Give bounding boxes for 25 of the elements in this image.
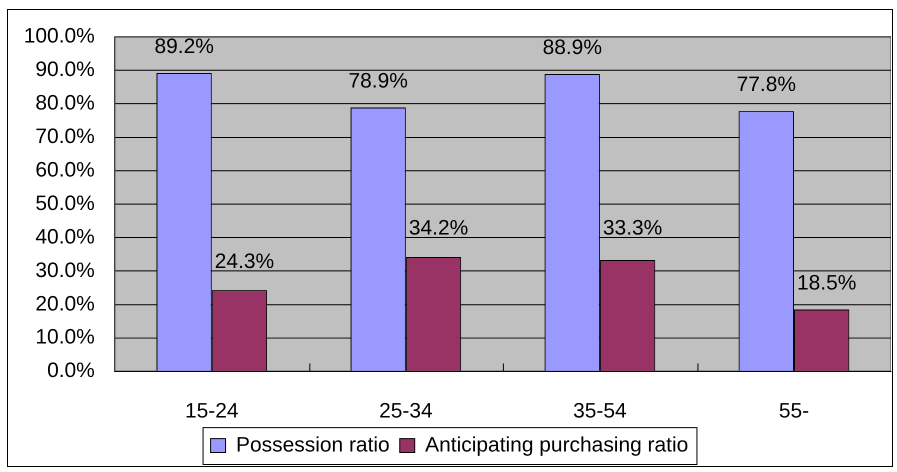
y-tick-label: 100.0% bbox=[24, 24, 95, 48]
y-tick-label: 0.0% bbox=[47, 359, 95, 382]
x-tick-label: 55- bbox=[778, 400, 810, 423]
data-label: 78.9% bbox=[348, 70, 408, 93]
y-tick-label: 50.0% bbox=[35, 192, 95, 215]
y-tick-label: 70.0% bbox=[35, 125, 95, 148]
y-tick-label: 40.0% bbox=[35, 225, 95, 248]
data-label: 24.3% bbox=[214, 250, 274, 274]
y-tick-label: 30.0% bbox=[35, 258, 95, 282]
x-tick-label: 25-34 bbox=[379, 400, 433, 423]
y-tick-label: 10.0% bbox=[35, 326, 95, 349]
data-label: 89.2% bbox=[154, 35, 214, 58]
legend-label: Anticipating purchasing ratio bbox=[425, 433, 688, 456]
data-label: 77.8% bbox=[736, 73, 796, 96]
x-tick-label: 35-54 bbox=[573, 400, 628, 423]
legend-label: Possession ratio bbox=[236, 433, 390, 456]
y-tick-label: 80.0% bbox=[35, 92, 95, 115]
data-label: 88.9% bbox=[542, 36, 602, 60]
y-tick-label: 20.0% bbox=[35, 292, 95, 316]
y-tick-label: 60.0% bbox=[35, 158, 95, 182]
data-label: 34.2% bbox=[408, 216, 468, 240]
y-tick-label: 90.0% bbox=[35, 58, 95, 82]
data-label: 18.5% bbox=[796, 272, 856, 295]
x-tick-label: 15-24 bbox=[185, 400, 239, 423]
data-label: 33.3% bbox=[602, 216, 662, 240]
